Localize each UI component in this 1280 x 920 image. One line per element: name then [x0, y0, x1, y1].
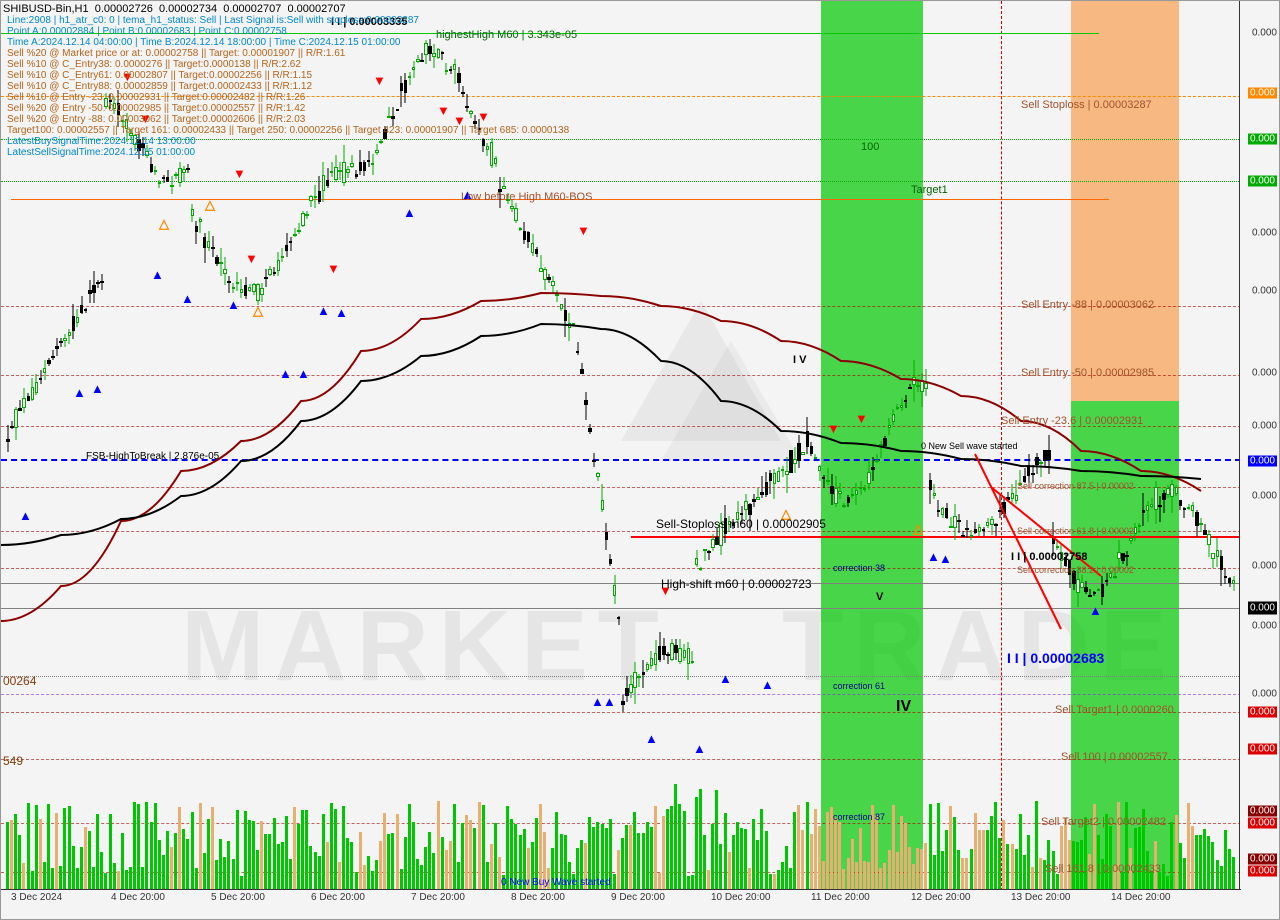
info-lines: Line:2908 | h1_atr_c0: 0 | tema_h1_statu… — [3, 15, 565, 158]
x-axis: 3 Dec 20244 Dec 20:005 Dec 20:006 Dec 20… — [1, 889, 1241, 919]
info-panel: SHIBUSD-Bin,H1 0.00002726 0.00002734 0.0… — [3, 3, 565, 158]
volume-bars — [1, 791, 1241, 891]
symbol-header: SHIBUSD-Bin,H1 0.00002726 0.00002734 0.0… — [3, 3, 565, 15]
watermark-logo — [561, 241, 841, 521]
y-axis: 0.0000.0000.0000.0000.0000.0000.0000.000… — [1239, 1, 1279, 891]
chart-plot-area[interactable]: MARKET TRADE ▲▲▲▲▲▲▲▲▲▲▲▲▲▲▲▲▲▲▲▲▲▼▼▼▼▼▼… — [1, 1, 1241, 891]
trading-chart[interactable]: MARKET TRADE ▲▲▲▲▲▲▲▲▲▲▲▲▲▲▲▲▲▲▲▲▲▼▼▼▼▼▼… — [0, 0, 1280, 920]
